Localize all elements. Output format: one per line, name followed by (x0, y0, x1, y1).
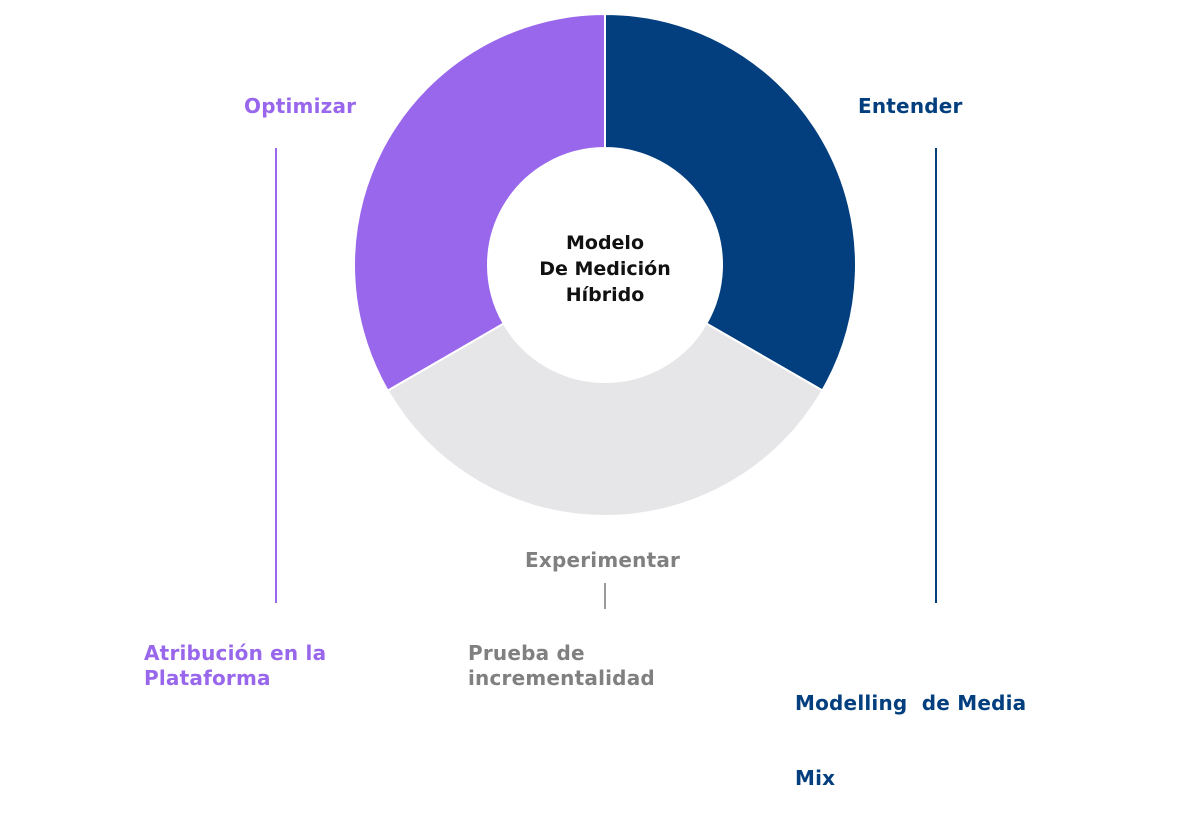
method-label-atribucion-line-1: Atribución en la (144, 641, 327, 665)
donut-center-title: Modelo De Medición Híbrido (505, 230, 705, 308)
center-title-line-3: Híbrido (565, 284, 645, 306)
method-label-mmm-line-2: Mix (795, 766, 836, 790)
method-label-prueba-line-2: incrementalidad (468, 666, 655, 690)
method-label-mmm-line-1: Modelling de Media (795, 691, 1027, 715)
donut-segment-entender (604, 12, 857, 392)
connector-line-entender (935, 148, 937, 603)
method-label-atribucion: Atribución en la Plataforma (144, 641, 326, 691)
center-title-line-2: De Medición (539, 258, 671, 280)
donut-segment-experimentar (386, 322, 824, 517)
method-label-prueba-line-1: Prueba de (468, 641, 585, 665)
hybrid-model-donut (353, 12, 857, 517)
method-label-prueba: Prueba de incrementalidad (468, 641, 655, 691)
donut-segment-optimizar (353, 12, 606, 392)
method-label-mmm: Modelling de Media Mix (795, 641, 1026, 816)
segment-title-experimentar: Experimentar (525, 548, 681, 572)
center-title-line-1: Modelo (565, 232, 644, 254)
segment-title-optimizar: Optimizar (244, 94, 357, 118)
connector-line-optimizar (275, 148, 277, 603)
connector-line-experimentar (604, 583, 606, 609)
method-label-atribucion-line-2: Plataforma (144, 666, 271, 690)
segment-title-entender: Entender (858, 94, 963, 118)
